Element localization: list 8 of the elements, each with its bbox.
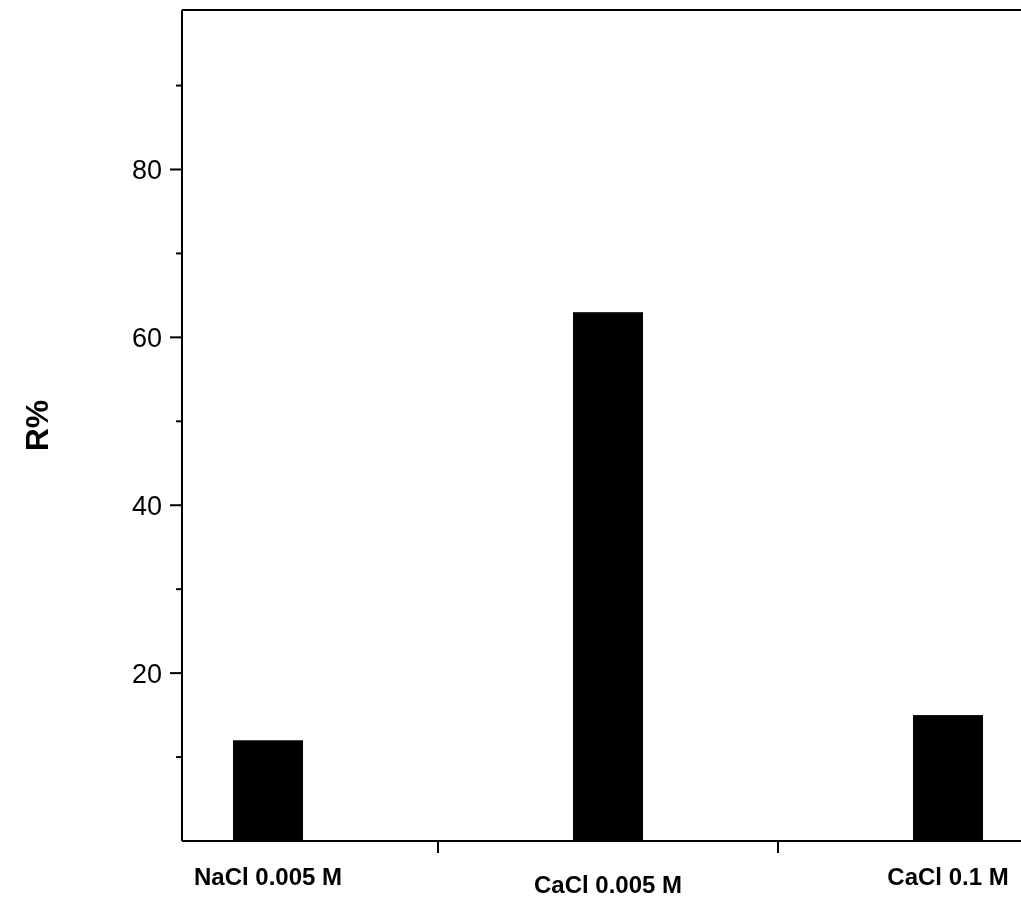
y-tick-label: 40 [131, 490, 162, 521]
x-tick-label: CaCl 0.1 M [887, 863, 1009, 890]
x-tick-label: CaCl 0.005 M [533, 871, 683, 898]
y-tick-label: 60 [131, 322, 162, 353]
y-tick-label: 80 [131, 154, 162, 185]
x-tick-label: NaCl 0.005 M [193, 863, 343, 890]
y-tick-label: 20 [131, 658, 162, 689]
y-axis-title: R% [19, 399, 55, 452]
